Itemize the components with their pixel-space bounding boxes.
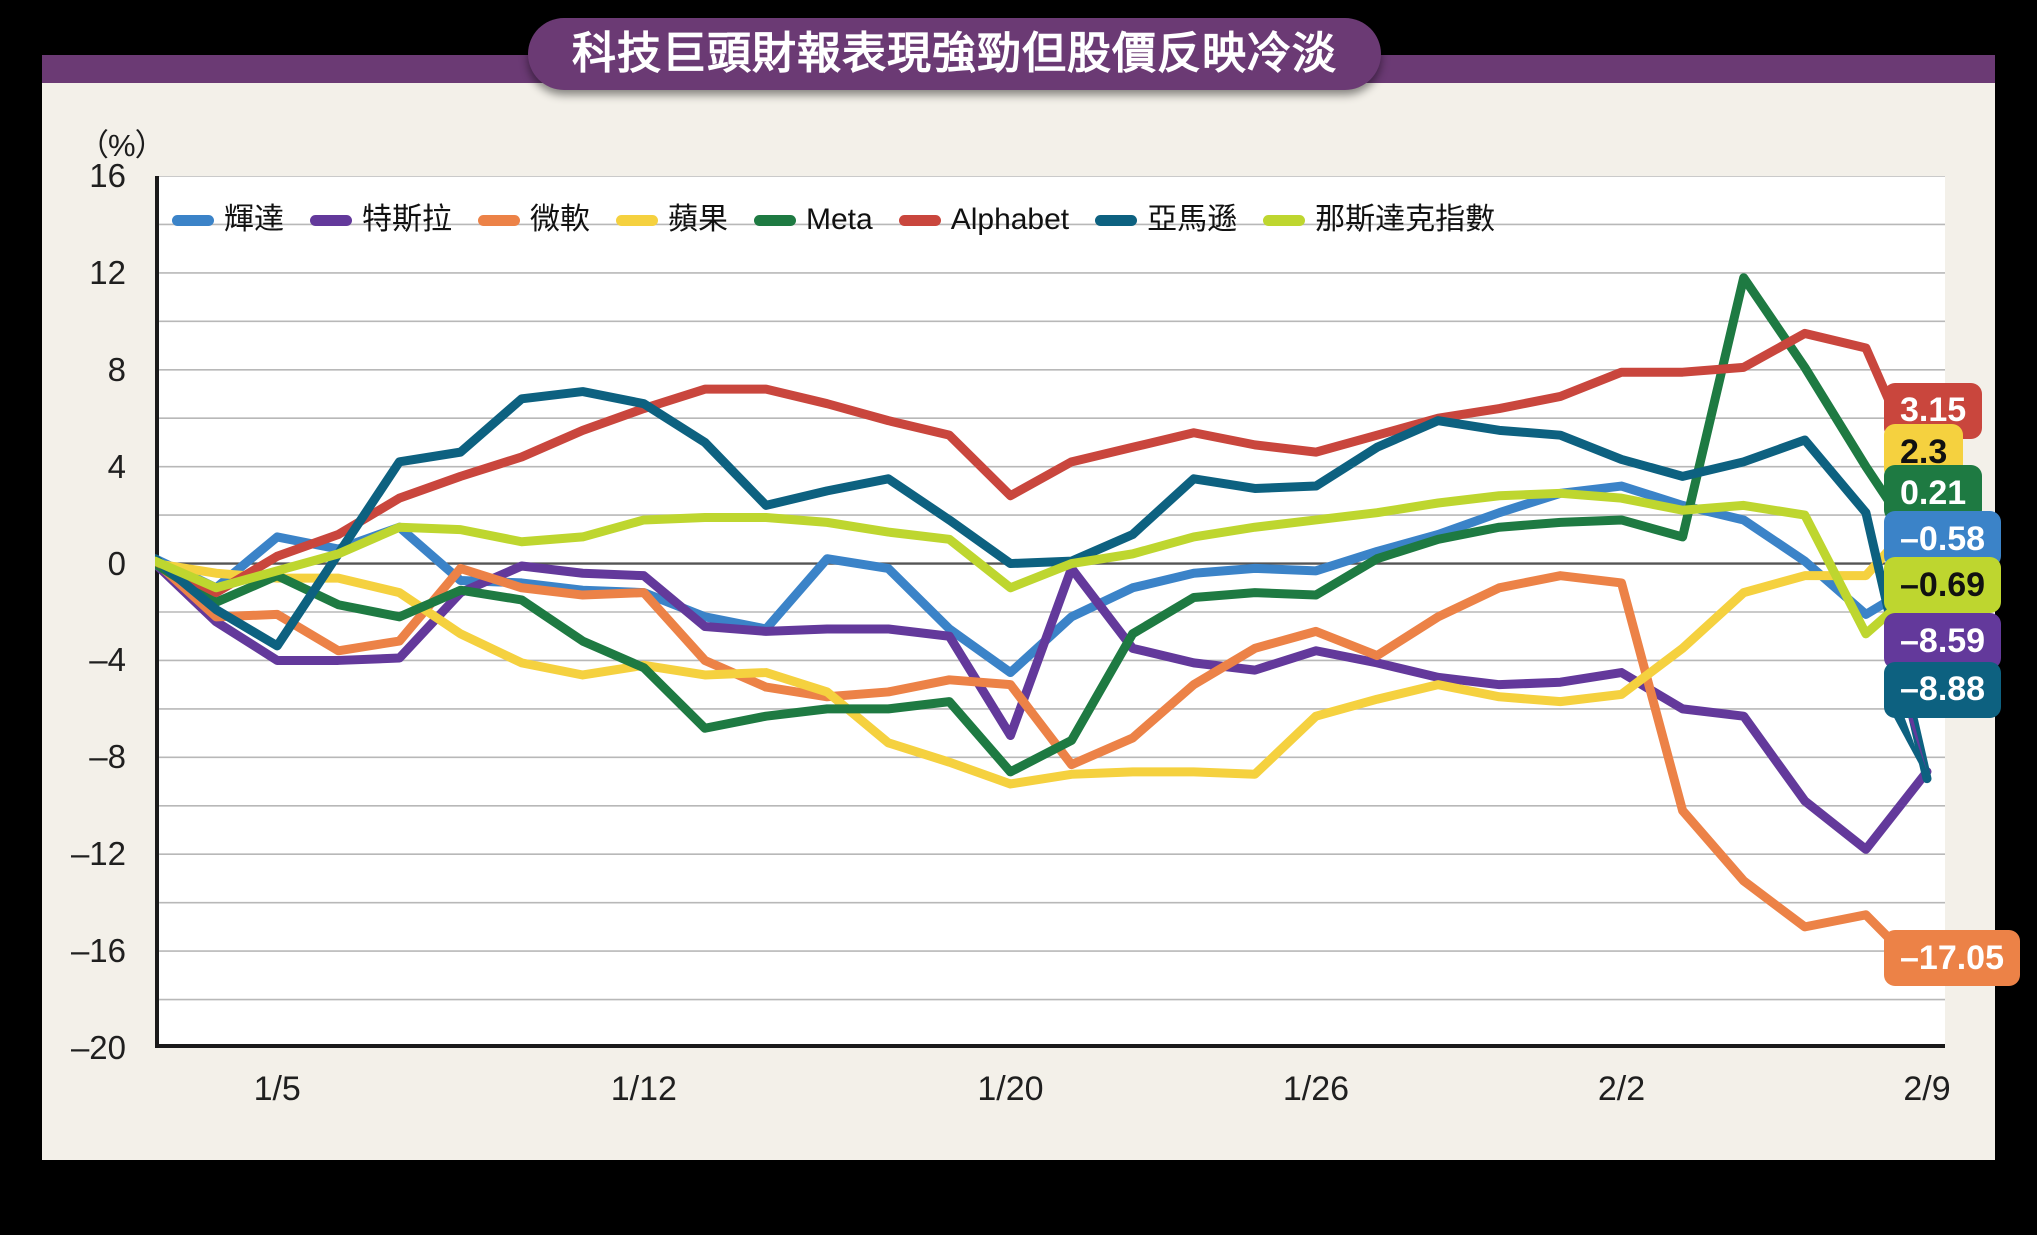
chart-legend: 輝達 特斯拉 微軟 蘋果 Meta Alphabet 亞馬遜 那斯達克指數 xyxy=(172,205,1495,235)
line-chart-svg xyxy=(155,176,1945,1048)
legend-swatch-icon xyxy=(310,214,352,226)
y-tick-label: 12 xyxy=(89,253,126,291)
legend-item-4[interactable]: Meta xyxy=(754,205,873,235)
chart-title-pill: 科技巨頭財報表現強勁但股價反映冷淡 xyxy=(528,18,1381,90)
legend-swatch-icon xyxy=(478,214,520,226)
x-tick-label: 1/5 xyxy=(253,1070,301,1108)
y-axis-unit-label: （%） xyxy=(78,128,166,163)
legend-label: Meta xyxy=(806,203,873,236)
legend-item-7[interactable]: 那斯達克指數 xyxy=(1263,205,1495,235)
legend-label: 微軟 xyxy=(530,203,590,236)
x-tick-label: 1/26 xyxy=(1282,1070,1350,1108)
legend-label: 輝達 xyxy=(224,203,284,236)
legend-label: 那斯達克指數 xyxy=(1315,203,1496,236)
legend-label: 蘋果 xyxy=(668,203,728,236)
x-tick-label: 2/9 xyxy=(1903,1070,1951,1108)
series-line-7 xyxy=(155,488,1932,639)
end-value-badge-4: –0.69 xyxy=(1884,557,2002,614)
legend-item-2[interactable]: 微軟 xyxy=(478,205,590,235)
legend-swatch-icon xyxy=(754,214,796,226)
legend-item-0[interactable]: 輝達 xyxy=(172,205,284,235)
legend-item-3[interactable]: 蘋果 xyxy=(616,205,728,235)
y-tick-label: –20 xyxy=(70,1029,126,1066)
end-value-badge-6: –8.88 xyxy=(1884,661,2002,718)
series-line-6 xyxy=(155,387,1932,784)
legend-item-5[interactable]: Alphabet xyxy=(898,203,1070,236)
legend-swatch-icon xyxy=(898,214,941,226)
x-tick-label: 2/2 xyxy=(1597,1070,1646,1108)
page-title: 科技巨頭財報表現強勁但股價反映冷淡 xyxy=(572,29,1337,78)
end-value-badge-7: –17.05 xyxy=(1884,930,2020,987)
legend-item-1[interactable]: 特斯拉 xyxy=(310,205,452,235)
series-line-2 xyxy=(155,556,1932,982)
y-tick-label: –12 xyxy=(70,835,126,873)
x-tick-label: 1/20 xyxy=(977,1070,1044,1108)
y-axis-tick-labels: 16 12 8 4 0 –4 –8 –12 –16 –20 xyxy=(0,157,140,1066)
y-tick-label: –8 xyxy=(89,738,126,776)
y-tick-label: 0 xyxy=(107,544,126,582)
series-line-3 xyxy=(155,503,1932,789)
legend-label: Alphabet xyxy=(950,203,1070,236)
y-tick-label: –16 xyxy=(70,932,126,970)
legend-swatch-icon xyxy=(616,214,658,226)
x-tick-label: 1/12 xyxy=(610,1070,677,1108)
plot-area xyxy=(155,176,1945,1048)
y-tick-label: 8 xyxy=(107,350,126,388)
legend-swatch-icon xyxy=(1263,214,1306,226)
series-line-1 xyxy=(155,559,1932,854)
series-line-4 xyxy=(155,273,1932,777)
legend-item-6[interactable]: 亞馬遜 xyxy=(1095,205,1237,235)
series-line-5 xyxy=(155,328,1932,598)
y-tick-label: –4 xyxy=(89,641,126,679)
legend-swatch-icon xyxy=(172,214,214,226)
legend-label: 特斯拉 xyxy=(362,203,452,236)
legend-swatch-icon xyxy=(1095,214,1138,226)
y-tick-label: 16 xyxy=(89,157,126,194)
legend-label: 亞馬遜 xyxy=(1147,203,1238,236)
y-tick-label: 4 xyxy=(107,447,126,485)
